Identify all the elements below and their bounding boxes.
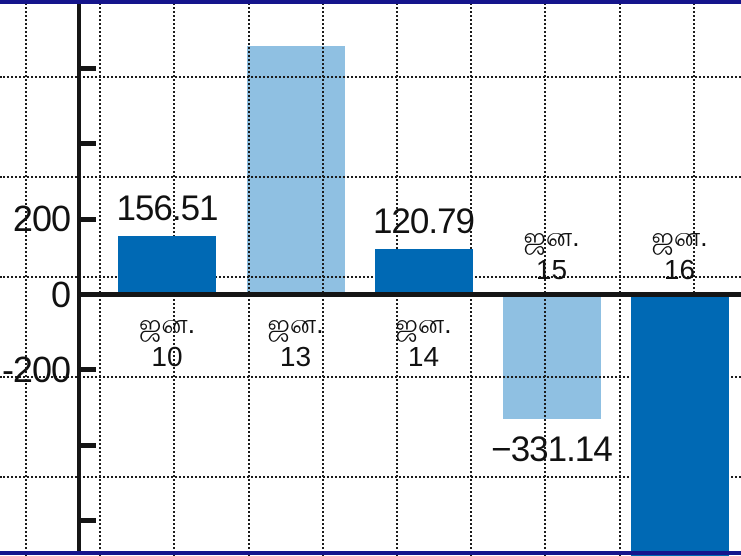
y-axis-tick xyxy=(81,141,96,147)
category-day: 14 xyxy=(407,340,440,372)
category-label: ஜன. 14 xyxy=(344,308,504,372)
y-axis-tick xyxy=(81,442,96,448)
category-day: 13 xyxy=(279,340,312,372)
bottom-frame-border xyxy=(0,551,741,555)
grid-line-horizontal xyxy=(0,176,741,178)
category-day: 10 xyxy=(151,340,183,372)
y-axis-tick-label: 200 xyxy=(12,198,71,240)
category-month: ஜன. xyxy=(523,221,580,252)
bar-value-label: 156.51 xyxy=(116,188,218,228)
grid-line-vertical xyxy=(25,0,27,556)
category-label: ஜன. 10 xyxy=(87,308,247,372)
y-axis-tick-label: 0 xyxy=(50,273,71,315)
bar xyxy=(502,294,601,420)
y-axis-tick xyxy=(81,367,96,373)
category-month: ஜன. xyxy=(651,221,708,252)
category-label: ஜன. 16 xyxy=(600,221,741,285)
category-day: 15 xyxy=(535,253,568,285)
zero-line xyxy=(77,292,741,297)
bar xyxy=(118,235,216,295)
grid-line-horizontal xyxy=(0,476,741,478)
category-month: ஜன. xyxy=(138,308,196,339)
category-label: ஜன. 13 xyxy=(216,308,376,372)
category-label: ஜன. 15 xyxy=(472,221,632,285)
grid-line-horizontal xyxy=(0,376,741,378)
grid-line-horizontal xyxy=(0,276,741,278)
y-axis-line xyxy=(77,3,81,552)
y-axis-tick xyxy=(81,216,96,222)
category-month: ஜன. xyxy=(267,308,324,339)
bar-value-label: 120.79 xyxy=(372,202,475,242)
y-axis-tick xyxy=(81,517,96,523)
y-axis-tick xyxy=(81,66,96,72)
grid-line-vertical xyxy=(99,0,102,556)
grid-line-vertical xyxy=(544,0,547,556)
grid-line-vertical xyxy=(618,0,621,556)
grid-line-vertical xyxy=(247,0,250,556)
bar xyxy=(630,294,729,556)
category-day: 16 xyxy=(663,253,696,285)
bar xyxy=(374,249,473,295)
bar xyxy=(246,46,345,295)
y-axis-tick-label: -200 xyxy=(1,348,71,390)
grid-line-vertical xyxy=(692,0,695,556)
top-frame-border xyxy=(0,0,741,4)
bar-value-label: −331.14 xyxy=(491,430,613,470)
category-month: ஜன. xyxy=(395,308,452,339)
grid-line-horizontal xyxy=(0,76,741,78)
grid-line-vertical xyxy=(321,0,324,556)
